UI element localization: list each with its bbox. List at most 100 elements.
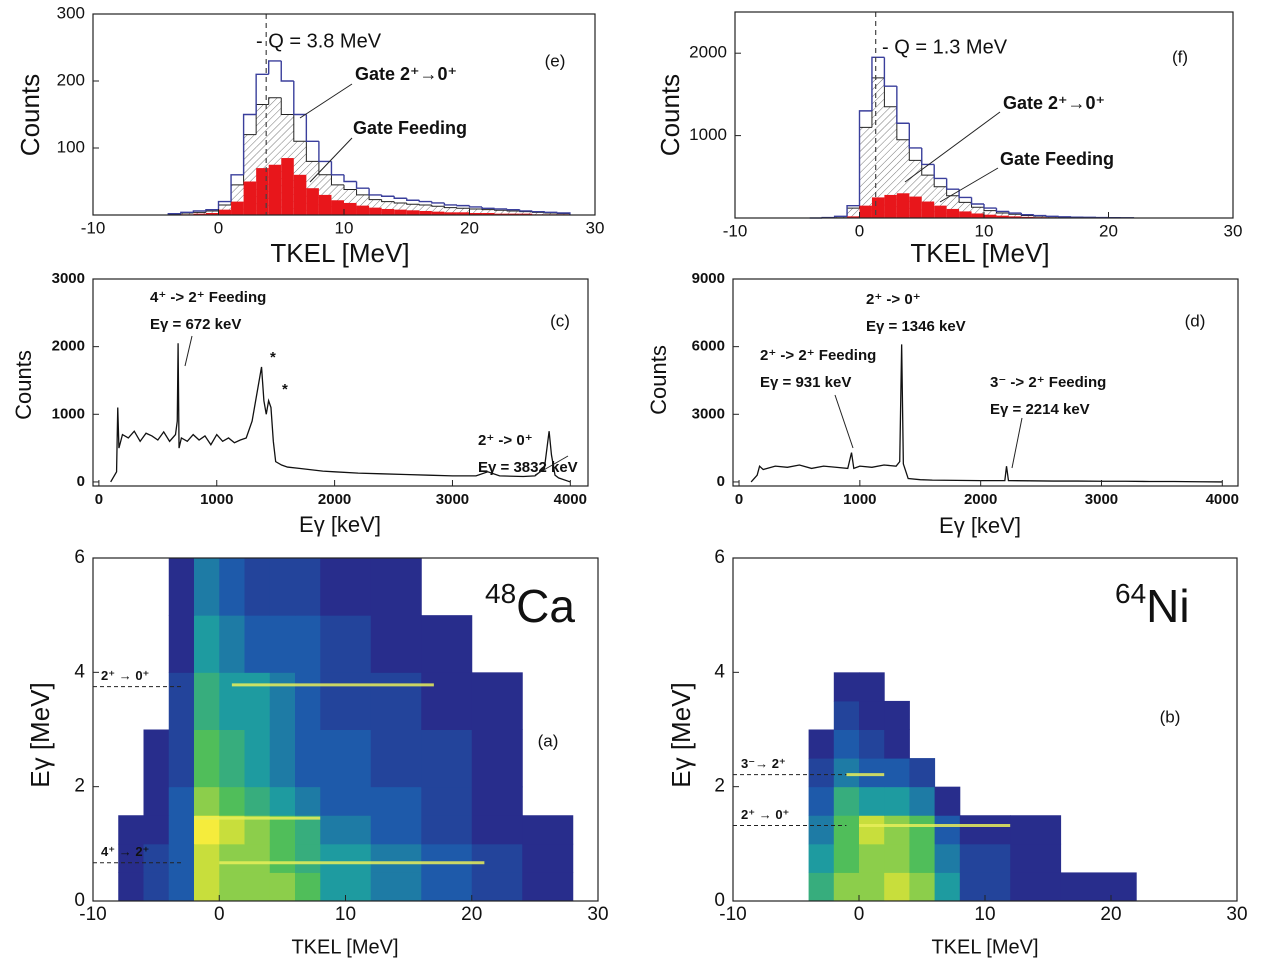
- nucleus-mass: 64: [1115, 578, 1146, 609]
- bar: [884, 194, 897, 218]
- step-line: [356, 189, 370, 196]
- bar: [318, 194, 332, 215]
- heatmap-cell: [295, 672, 321, 730]
- heatmap-cell: [421, 729, 473, 788]
- step-line: [343, 174, 357, 183]
- heatmap-cell: [859, 672, 885, 702]
- step-line: [318, 161, 332, 176]
- bar: [243, 181, 257, 215]
- heatmap-cell: [194, 815, 220, 845]
- annotation: 2⁺ -> 0⁺: [478, 432, 533, 449]
- x-tick-label: 30: [1226, 904, 1247, 925]
- x-tick-label: -10: [79, 904, 106, 925]
- bar: [456, 212, 470, 215]
- step-line: [380, 194, 395, 197]
- step-line: [268, 97, 282, 105]
- bar: [871, 197, 885, 218]
- annotation: *: [270, 349, 276, 366]
- y-tick-label: 6: [714, 547, 725, 568]
- heatmap-cell: [833, 872, 860, 902]
- bar: [1008, 216, 1022, 218]
- step-line: [933, 175, 947, 188]
- heatmap-cell: [471, 872, 523, 902]
- step-line: [305, 114, 319, 142]
- legend-entry: Gate Feeding: [353, 118, 467, 138]
- panel-label: (f): [1172, 47, 1188, 66]
- y-tick-label: 300: [57, 3, 85, 22]
- heatmap-cell: [833, 815, 860, 845]
- bar: [984, 214, 997, 218]
- step-line: [970, 197, 984, 205]
- step-line: [443, 202, 457, 206]
- leader-line: [299, 83, 353, 119]
- annotation: Eγ = 931 keV: [760, 374, 851, 391]
- heatmap-cell: [219, 872, 245, 902]
- heatmap-cell: [168, 558, 195, 616]
- step-line: [431, 201, 445, 204]
- heatmap-cell: [909, 843, 936, 873]
- heatmap-cell: [269, 872, 296, 902]
- step-line: [933, 164, 947, 180]
- y-tick-label: 9000: [692, 270, 725, 287]
- annotation: *: [282, 381, 288, 398]
- heatmap-cell: [295, 872, 321, 902]
- step-line: [556, 212, 571, 215]
- heatmap-cell: [934, 843, 961, 873]
- heatmap-cell: [909, 815, 936, 845]
- heatmap-cell: [808, 872, 835, 902]
- y-axis-label: Counts: [646, 345, 671, 415]
- heatmap-cell: [833, 700, 860, 730]
- x-tick-label: 10: [335, 218, 354, 237]
- x-tick-label: 10: [975, 221, 994, 240]
- y-tick-label: 2000: [689, 43, 727, 62]
- step-line: [469, 208, 483, 210]
- step-line: [921, 147, 935, 166]
- bar: [419, 210, 432, 215]
- leader-line: [184, 335, 193, 367]
- x-axis-label: TKEL [MeV]: [931, 936, 1038, 958]
- heatmap-cell: [522, 815, 574, 845]
- step-line: [908, 139, 922, 161]
- bar: [469, 212, 483, 215]
- heatmap-cell: [808, 843, 835, 873]
- step-line: [544, 211, 558, 214]
- x-tick-label: -10: [81, 218, 106, 237]
- heatmap-cell: [219, 843, 245, 873]
- annotation: - Q = 3.8 MeV: [256, 30, 382, 52]
- bar: [519, 213, 533, 215]
- nucleus-mass: 48: [485, 578, 516, 609]
- x-tick-label: 4000: [1206, 491, 1239, 508]
- heatmap-cell: [884, 700, 910, 730]
- heatmap-cell: [884, 815, 910, 845]
- nucleus: 48Ca: [485, 578, 575, 632]
- y-tick-label: 0: [717, 473, 725, 490]
- step-line: [481, 206, 495, 209]
- bar: [934, 205, 947, 218]
- y-tick-label: 3000: [52, 270, 85, 287]
- step-line: [431, 204, 445, 207]
- heatmap-cell: [859, 758, 885, 788]
- hatched-bar: [884, 106, 897, 218]
- heatmap-cell: [909, 872, 936, 902]
- heatmap-cell: [194, 615, 220, 673]
- step-line: [493, 208, 508, 210]
- heatmap-cell: [859, 843, 885, 873]
- bar: [356, 205, 370, 215]
- x-tick-label: 2000: [964, 491, 997, 508]
- step-line: [1008, 211, 1022, 214]
- panel: - Q = 1.3 MeV Gate 2⁺→0⁺ Gate Feeding -10 0 1…: [655, 11, 1242, 268]
- heatmap-cell: [884, 786, 910, 816]
- y-tick-label: 0: [77, 473, 85, 490]
- heatmap-cell: [370, 558, 422, 616]
- heatmap-cell: [859, 872, 885, 902]
- y-tick-label: 6000: [692, 338, 725, 355]
- heatmap-cell: [168, 786, 195, 816]
- heatmap-cell: [522, 843, 574, 873]
- step-line: [456, 207, 470, 209]
- heatmap-cell: [471, 672, 523, 730]
- x-axis-label: Eγ [keV]: [939, 513, 1021, 538]
- step-line: [305, 141, 319, 162]
- heatmap-cell: [168, 872, 195, 902]
- leader-line: [904, 111, 1001, 183]
- step-line: [921, 160, 935, 176]
